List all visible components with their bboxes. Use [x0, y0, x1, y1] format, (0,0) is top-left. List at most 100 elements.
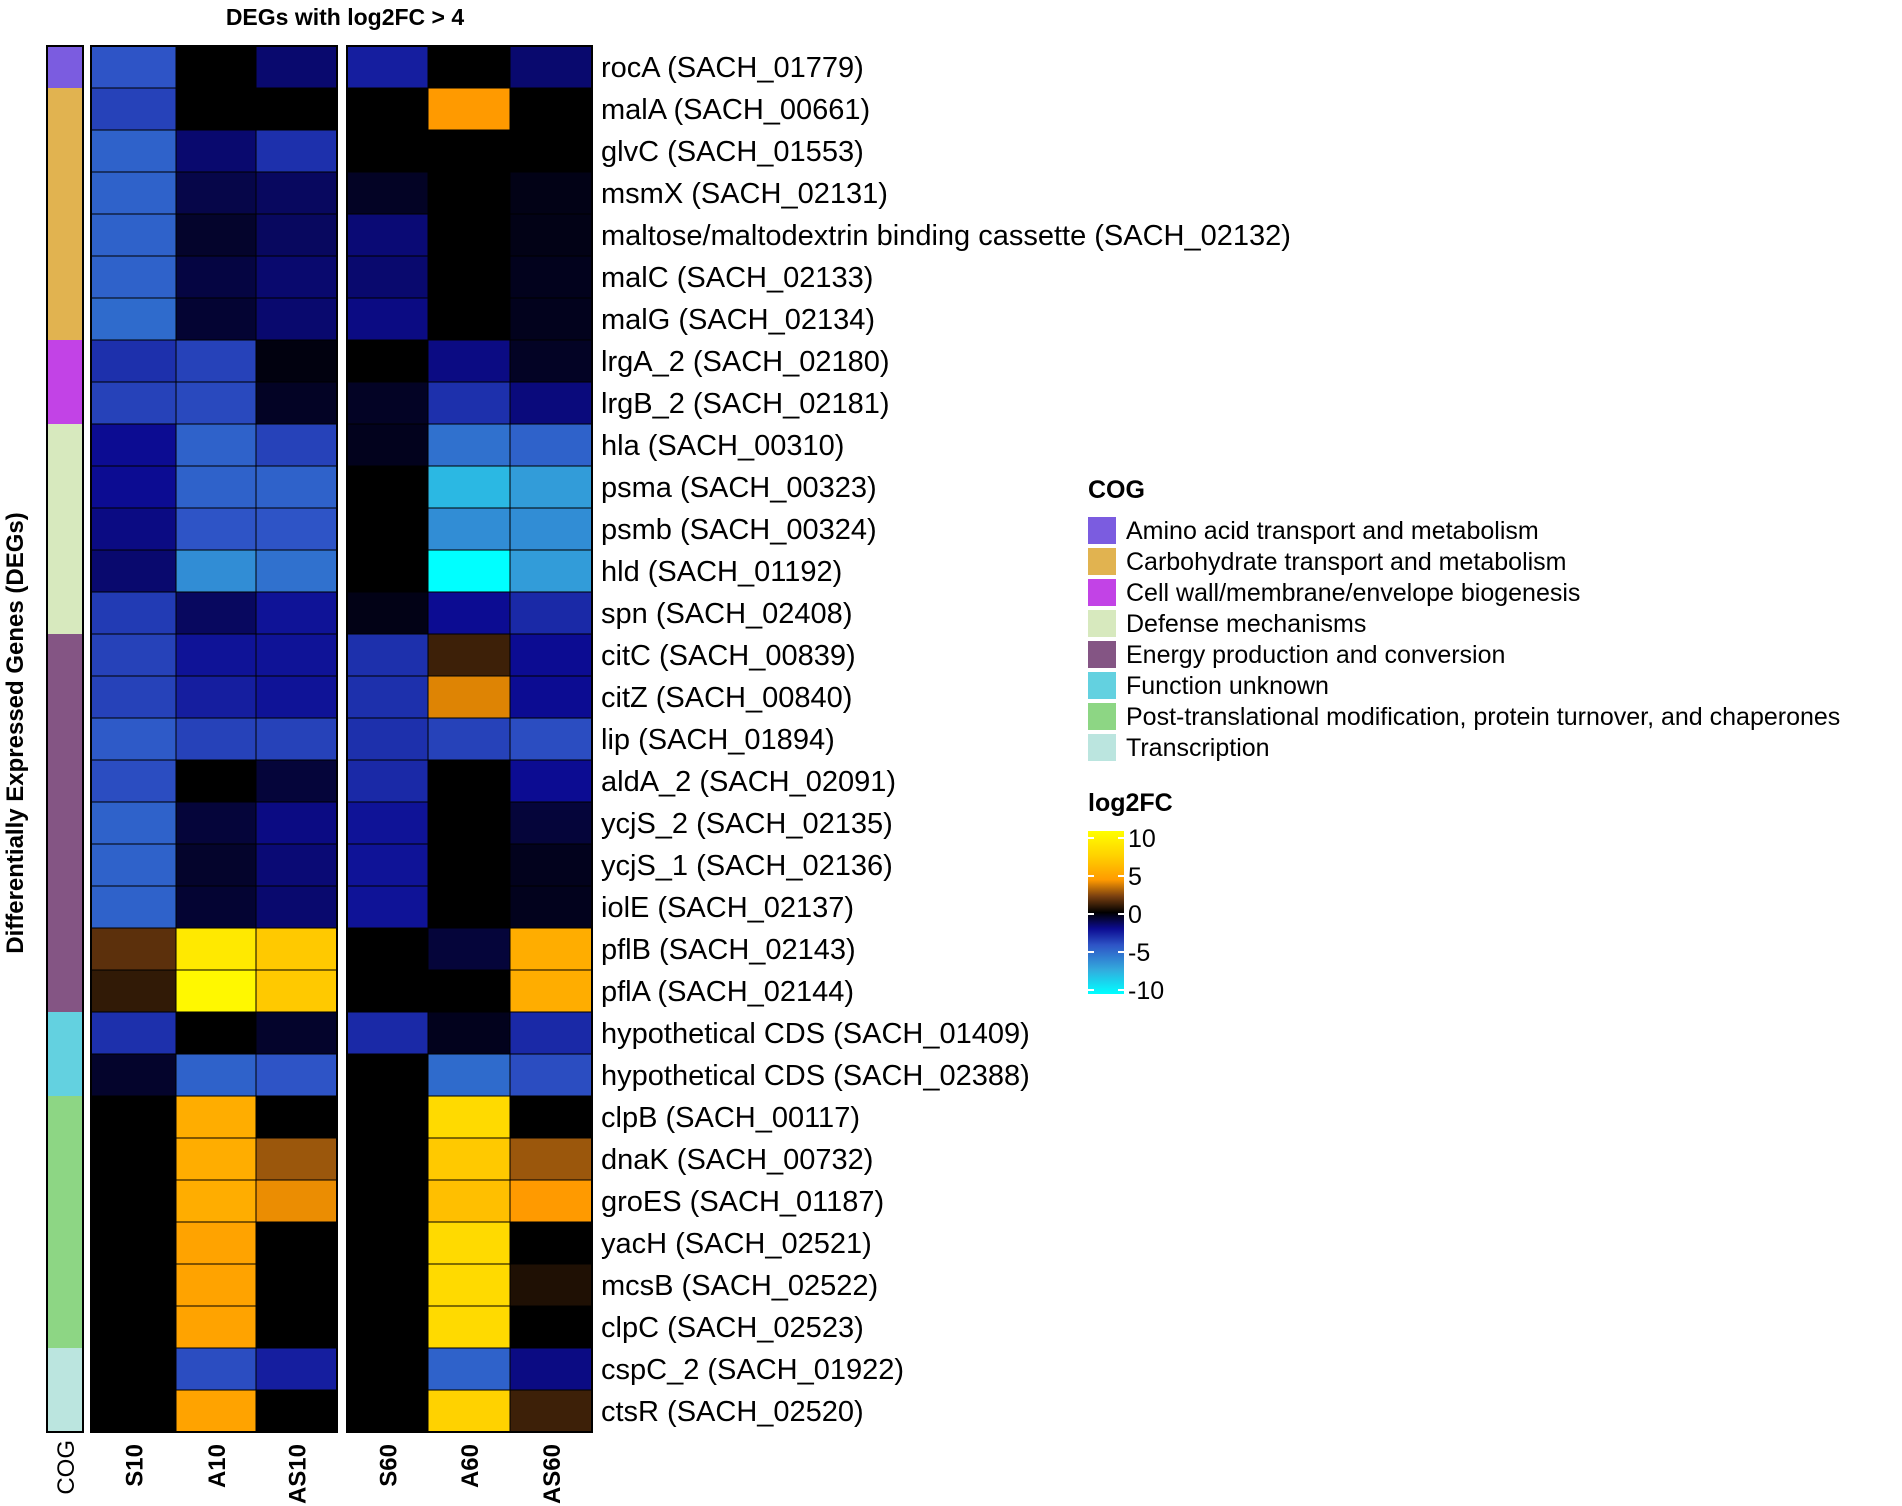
- heat-cell: [346, 1137, 429, 1181]
- gene-label: citZ (SACH_00840): [601, 682, 852, 714]
- column-label: A60: [457, 1444, 484, 1488]
- heat-cell: [255, 465, 338, 509]
- heat-cell: [175, 843, 257, 887]
- color-scale-tick-label: 5: [1128, 863, 1142, 891]
- gene-labels: rocA (SACH_01779) malA (SACH_00661) glvC (…: [601, 52, 1291, 1428]
- heat-cell: [175, 1179, 257, 1223]
- heat-cell: [509, 171, 593, 215]
- heat-cell: [175, 423, 257, 467]
- heatmap-cells: [90, 45, 593, 1433]
- heat-cell: [90, 633, 177, 677]
- cog-strip-block: [47, 46, 83, 88]
- heat-cell: [509, 1011, 593, 1055]
- heat-cell: [509, 297, 593, 341]
- heat-cell: [90, 213, 177, 257]
- gene-label: cspC_2 (SACH_01922): [601, 1354, 904, 1386]
- heat-cell: [427, 885, 511, 929]
- cog-legend-label: Transcription: [1126, 734, 1270, 762]
- cog-legend-swatch: [1088, 610, 1116, 637]
- heat-cell: [346, 1305, 429, 1349]
- heat-cell: [427, 381, 511, 425]
- heat-cell: [427, 465, 511, 509]
- gene-label: msmX (SACH_02131): [601, 178, 888, 210]
- heat-cell: [509, 969, 593, 1013]
- gene-label: groES (SACH_01187): [601, 1186, 884, 1218]
- heat-cell: [90, 927, 177, 971]
- cog-legend-swatch: [1088, 672, 1116, 699]
- heat-cell: [346, 339, 429, 383]
- gene-label: pflA (SACH_02144): [601, 976, 854, 1008]
- gene-label: pflB (SACH_02143): [601, 934, 856, 966]
- heat-cell: [346, 507, 429, 551]
- heat-cell: [90, 1053, 177, 1097]
- gene-label: malC (SACH_02133): [601, 262, 873, 294]
- heat-cell: [90, 675, 177, 719]
- heat-cell: [175, 675, 257, 719]
- heat-cell: [255, 423, 338, 467]
- gene-label: psmb (SACH_00324): [601, 514, 877, 546]
- heat-cell: [255, 129, 338, 173]
- gene-label: clpB (SACH_00117): [601, 1102, 860, 1134]
- heat-cell: [90, 591, 177, 635]
- color-scale-bar: [1088, 831, 1124, 994]
- heat-cell: [175, 1221, 257, 1265]
- cog-legend-label: Defense mechanisms: [1126, 610, 1366, 638]
- heat-cell: [255, 213, 338, 257]
- heat-cell: [90, 1263, 177, 1307]
- heat-cell: [509, 885, 593, 929]
- heat-cell: [90, 1221, 177, 1265]
- heat-cell: [346, 927, 429, 971]
- heat-cell: [255, 549, 338, 593]
- heat-cell: [175, 549, 257, 593]
- heat-cell: [255, 171, 338, 215]
- cog-strip-block: [47, 1096, 83, 1348]
- gene-label: malA (SACH_00661): [601, 94, 870, 126]
- heat-cell: [175, 1305, 257, 1349]
- heat-cell: [175, 1053, 257, 1097]
- heat-cell: [346, 801, 429, 845]
- heat-cell: [509, 1389, 593, 1433]
- cog-legend-label: Cell wall/membrane/envelope biogenesis: [1126, 579, 1580, 607]
- heat-cell: [255, 927, 338, 971]
- cog-legend-swatch: [1088, 734, 1116, 761]
- cog-legend: COG Amino acid transport and metabolism C…: [1088, 476, 1840, 762]
- heat-cell: [255, 759, 338, 803]
- heat-cell: [509, 675, 593, 719]
- heat-cell: [427, 213, 511, 257]
- heat-cell: [175, 45, 257, 89]
- heat-cell: [427, 87, 511, 131]
- heat-cell: [255, 1221, 338, 1265]
- heat-cell: [255, 885, 338, 929]
- heat-cell: [427, 549, 511, 593]
- heat-cell: [509, 759, 593, 803]
- heat-cell: [346, 549, 429, 593]
- heat-cell: [427, 45, 511, 89]
- gene-label: hypothetical CDS (SACH_01409): [601, 1018, 1030, 1050]
- heat-cell: [255, 297, 338, 341]
- heat-cell: [255, 843, 338, 887]
- heat-cell: [346, 885, 429, 929]
- heat-cell: [90, 297, 177, 341]
- cog-strip-block: [47, 634, 83, 1012]
- heat-cell: [346, 1179, 429, 1223]
- heat-cell: [509, 339, 593, 383]
- heat-cell: [255, 507, 338, 551]
- heat-cell: [427, 507, 511, 551]
- heat-cell: [427, 423, 511, 467]
- cog-legend-label: Post-translational modification, protein…: [1126, 703, 1840, 731]
- heat-cell: [255, 591, 338, 635]
- heat-cell: [175, 801, 257, 845]
- heat-cell: [427, 129, 511, 173]
- column-label: AS60: [539, 1444, 566, 1504]
- cog-legend-swatch: [1088, 703, 1116, 730]
- heat-cell: [509, 129, 593, 173]
- gene-label: maltose/maltodextrin binding cassette (S…: [601, 220, 1291, 252]
- heat-cell: [427, 1389, 511, 1433]
- heat-cell: [90, 1179, 177, 1223]
- heat-cell: [175, 759, 257, 803]
- gene-label: ycjS_2 (SACH_02135): [601, 808, 893, 840]
- heat-cell: [427, 1137, 511, 1181]
- gene-label: aldA_2 (SACH_02091): [601, 766, 896, 798]
- heat-cell: [427, 801, 511, 845]
